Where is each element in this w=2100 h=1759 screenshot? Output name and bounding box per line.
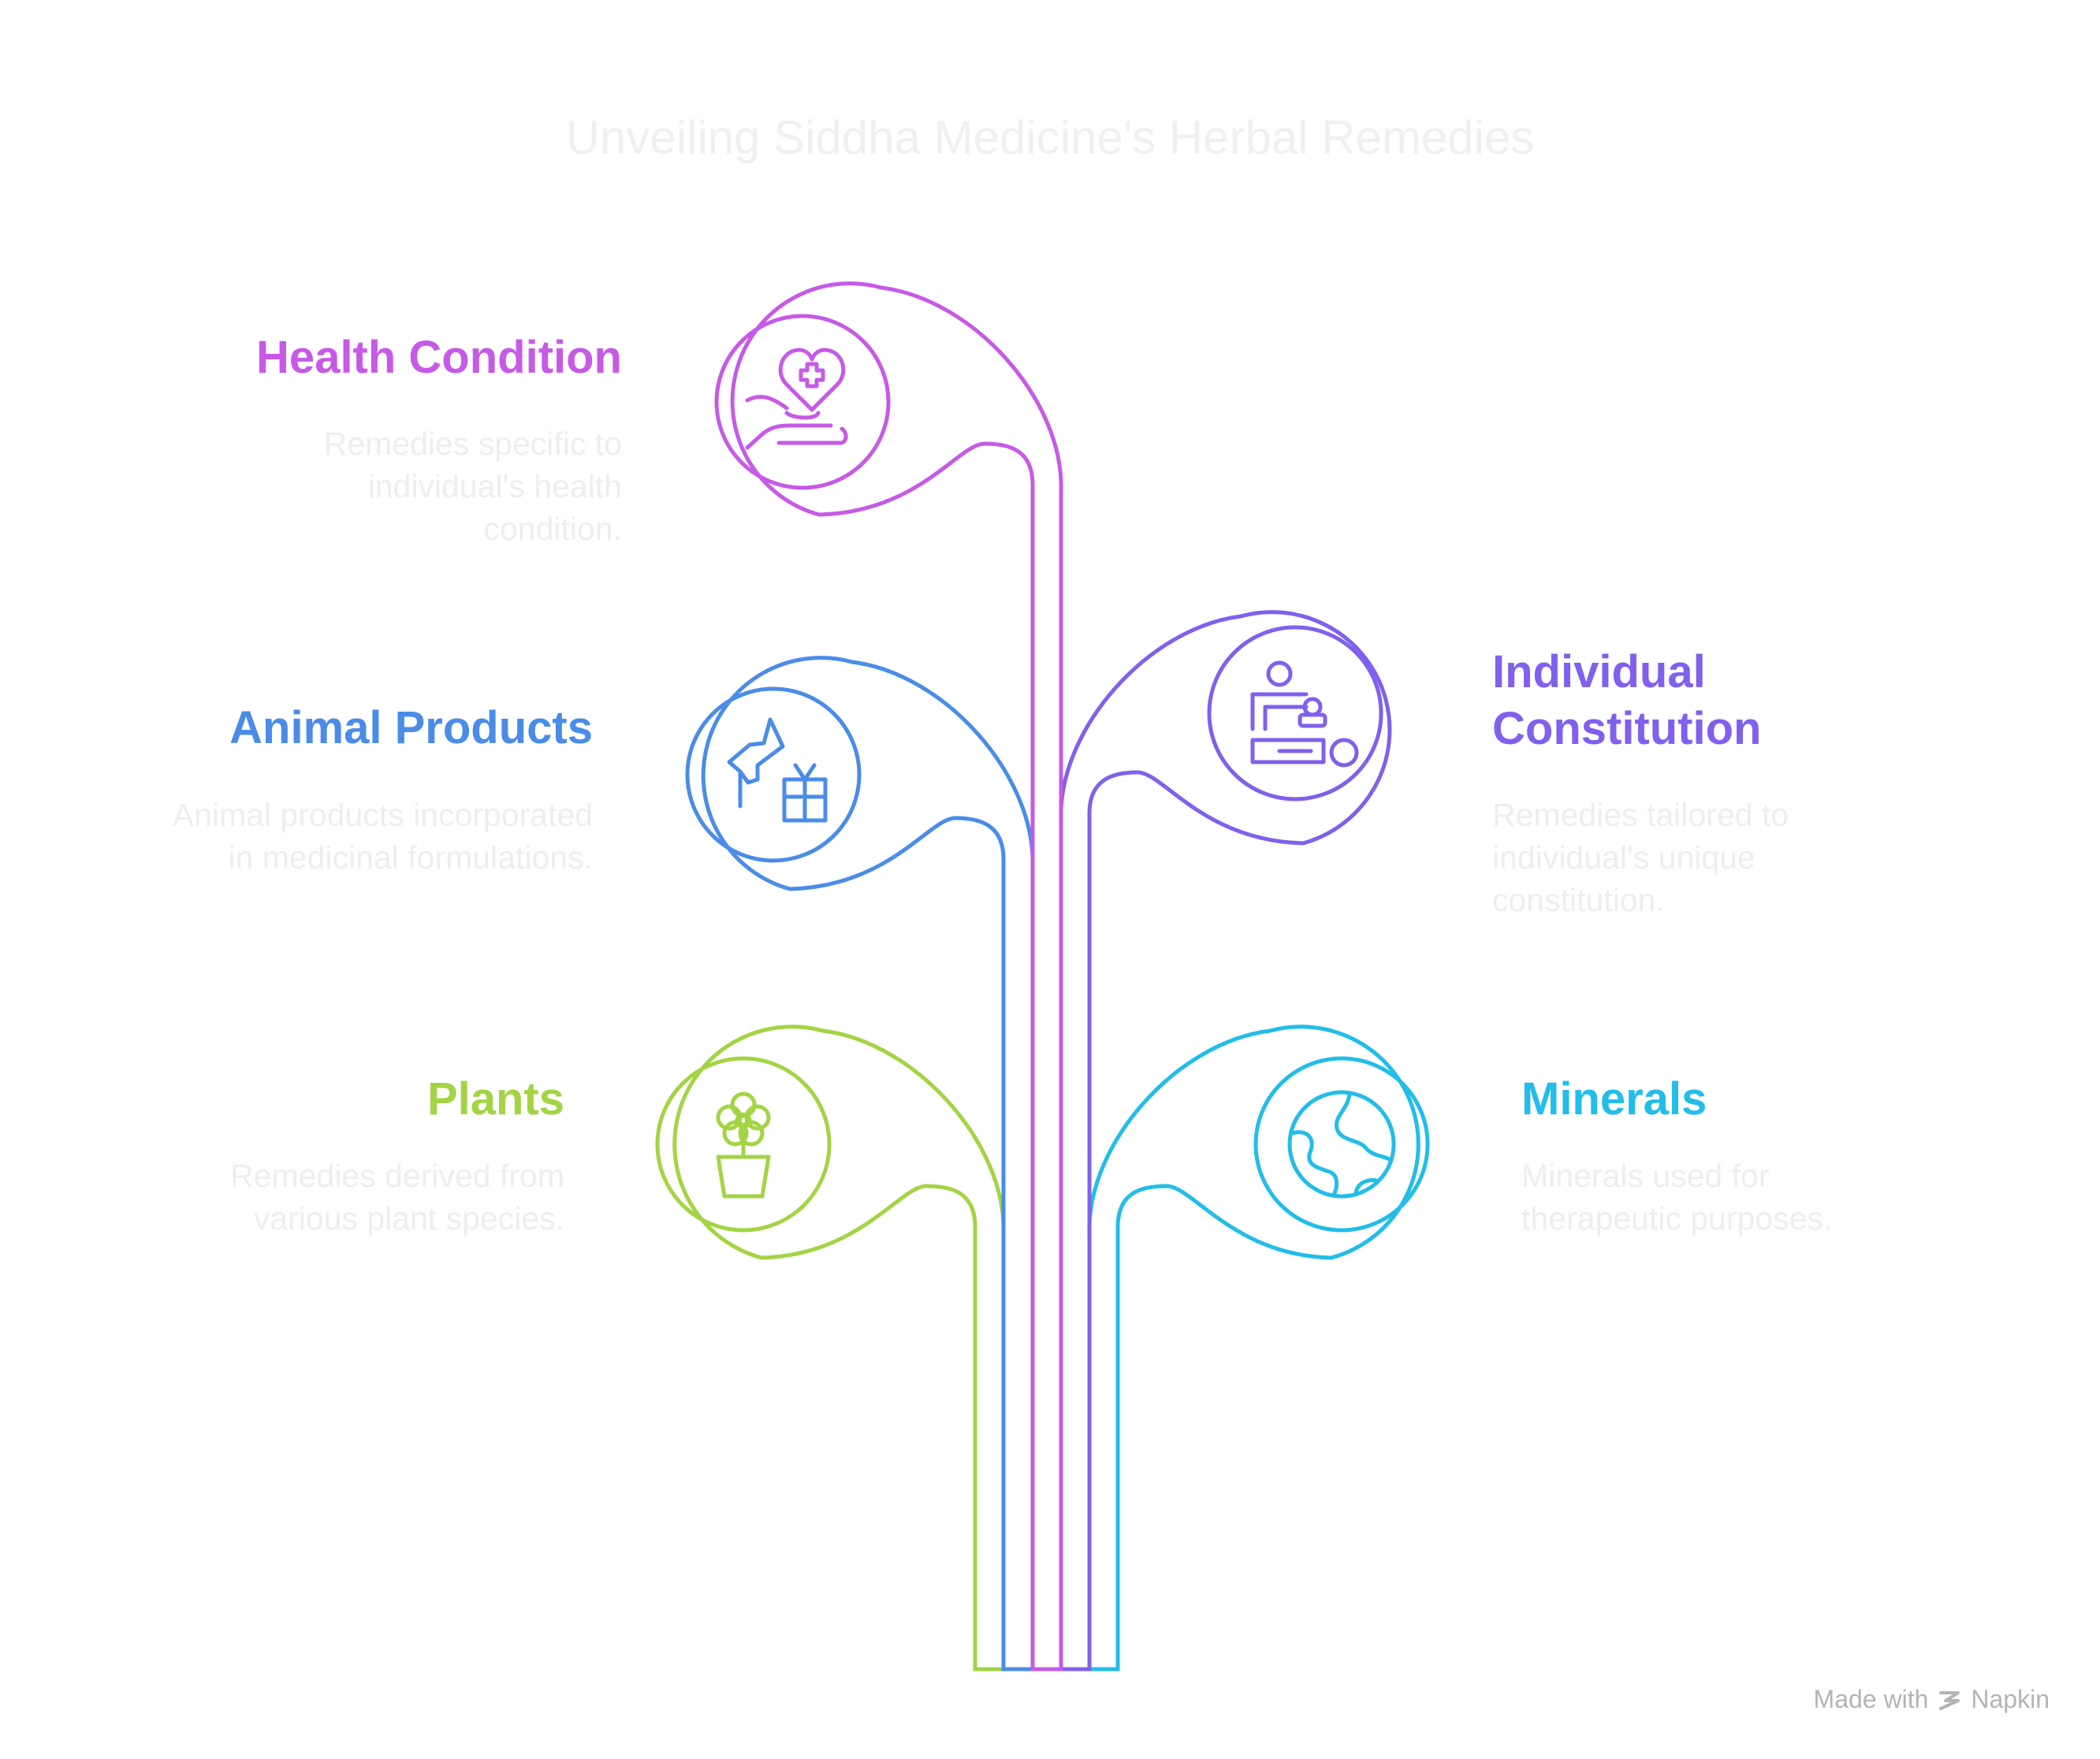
branch-minerals — [1087, 1025, 1430, 1672]
branch-animal-products — [685, 656, 1035, 1672]
branch-individual-constitution — [1059, 610, 1392, 1672]
potted-plant-icon — [716, 1091, 771, 1199]
heading-animal-products: Animal Products — [229, 702, 593, 753]
desc-plants: Remedies derived from various plant spec… — [230, 1158, 564, 1237]
branch-plants — [655, 1025, 1006, 1672]
footer-prefix: Made with — [1813, 1685, 1929, 1713]
footer-branding: Made with Napkin — [1814, 1685, 2050, 1714]
heading-minerals: Minerals — [1521, 1073, 1707, 1125]
desc-minerals: Minerals used for therapeutic purposes. — [1521, 1158, 1833, 1237]
earth-globe-icon — [1287, 1090, 1396, 1199]
desc-health-condition: Remedies specific to individual's health… — [323, 426, 622, 547]
branch-individual-constitution-ring — [1207, 625, 1383, 801]
heading-health-condition: Health Condition — [256, 332, 622, 383]
heart-hand-icon — [745, 348, 848, 450]
branch-plants-stem — [672, 1025, 1006, 1672]
footer-brand: Napkin — [1971, 1685, 2050, 1713]
branch-health-condition — [714, 281, 1063, 1672]
massage-therapy-icon — [1250, 660, 1359, 768]
napkin-logo-icon — [1939, 1690, 1960, 1710]
branch-plants-ring — [655, 1056, 832, 1233]
branch-individual-constitution-stem — [1059, 610, 1392, 1672]
branch-animal-products-stem — [701, 656, 1035, 1672]
heading-plants: Plants — [426, 1073, 564, 1125]
heading-individual-constitution: Individual Constitution — [1492, 646, 1762, 754]
animal-gift-icon — [727, 717, 828, 823]
desc-animal-products: Animal products incorporated in medicina… — [172, 797, 593, 876]
branch-animal-products-ring — [685, 686, 862, 863]
branch-minerals-ring — [1253, 1056, 1430, 1233]
branch-minerals-stem — [1087, 1025, 1420, 1672]
branch-health-condition-ring — [714, 314, 891, 490]
desc-individual-constitution: Remedies tailored to individual's unique… — [1492, 797, 1789, 918]
branch-health-condition-stem — [730, 281, 1063, 1672]
diagram-title: Unveiling Siddha Medicine's Herbal Remed… — [565, 111, 1535, 164]
